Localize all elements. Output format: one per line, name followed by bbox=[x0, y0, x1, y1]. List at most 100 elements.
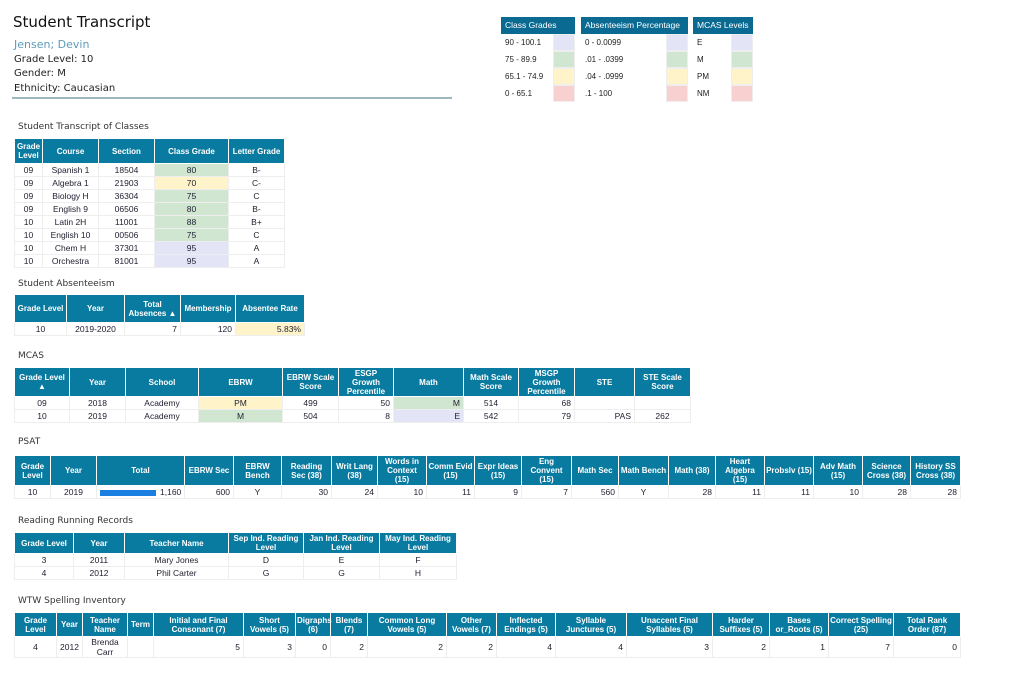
header-row: Grade Level ▲ Year School EBRW EBRW Scale Sc… bbox=[14, 367, 691, 397]
column-header[interactable]: History SS Cross (38) bbox=[910, 455, 961, 486]
column-header[interactable]: Year bbox=[66, 294, 125, 323]
column-header[interactable]: STE bbox=[574, 367, 635, 397]
table-cell: 80 bbox=[154, 202, 229, 216]
column-header[interactable]: Year bbox=[56, 612, 83, 637]
column-header[interactable]: EBRW Scale Score bbox=[282, 367, 339, 397]
column-header[interactable]: EBRW Bench bbox=[233, 455, 282, 486]
table-cell: 3 bbox=[14, 553, 74, 567]
column-header[interactable]: Initial and Final Consonant (7) bbox=[153, 612, 244, 637]
column-header[interactable]: Year bbox=[69, 367, 126, 397]
table-cell: 2018 bbox=[69, 396, 126, 410]
column-header[interactable]: Grade Level bbox=[14, 455, 51, 486]
legend-row: 90 - 100.1 bbox=[501, 34, 575, 51]
absenteeism-table: Grade Level Year Total Absences ▲ Membershi… bbox=[14, 294, 305, 336]
column-header[interactable]: Short Vowels (5) bbox=[243, 612, 296, 637]
column-header[interactable]: Expr Ideas (15) bbox=[474, 455, 522, 486]
table-cell: 10 bbox=[14, 215, 43, 229]
column-header[interactable]: Correct Spelling (25) bbox=[828, 612, 894, 637]
column-header[interactable]: Math Bench bbox=[618, 455, 669, 486]
column-header[interactable]: Math Sec bbox=[571, 455, 619, 486]
column-header[interactable]: EBRW Sec bbox=[184, 455, 234, 486]
column-header[interactable]: MSGP Growth Percentile bbox=[518, 367, 575, 397]
column-header[interactable]: STE Scale Score bbox=[634, 367, 691, 397]
column-header[interactable]: Sep Ind. Reading Level bbox=[228, 532, 304, 554]
legend-swatch bbox=[666, 34, 688, 51]
table-cell: 7 bbox=[521, 485, 572, 499]
table-cell: Brenda Carr bbox=[82, 636, 128, 658]
table-row: 09 Spanish 1 18504 80 B- bbox=[14, 163, 285, 177]
column-header[interactable]: Total Rank Order (87) bbox=[893, 612, 961, 637]
table-cell: 9 bbox=[474, 485, 522, 499]
table-cell: 30 bbox=[281, 485, 332, 499]
legend-swatch bbox=[553, 68, 575, 85]
table-cell: F bbox=[379, 553, 457, 567]
column-header[interactable]: ESGP Growth Percentile bbox=[338, 367, 394, 397]
column-header[interactable]: Reading Sec (38) bbox=[281, 455, 332, 486]
table-cell: 0 bbox=[893, 636, 961, 658]
table-row: 10 Latin 2H 11001 88 B+ bbox=[14, 215, 285, 229]
column-header[interactable]: Class Grade bbox=[154, 138, 229, 164]
table-cell: 10 bbox=[14, 485, 51, 499]
column-header[interactable]: Total Absences ▲ bbox=[124, 294, 181, 323]
column-header[interactable]: Probslv (15) bbox=[764, 455, 814, 486]
table-cell: 09 bbox=[14, 202, 43, 216]
column-header[interactable]: Year bbox=[50, 455, 97, 486]
column-header[interactable]: Harder Suffixes (5) bbox=[712, 612, 770, 637]
column-header[interactable]: Section bbox=[98, 138, 155, 164]
column-header[interactable]: Comm Evid (15) bbox=[426, 455, 475, 486]
legend-label: PM bbox=[697, 72, 709, 81]
column-header[interactable]: Membership bbox=[180, 294, 236, 323]
column-header[interactable]: Digraphs (6) bbox=[295, 612, 332, 637]
column-header[interactable]: Math bbox=[393, 367, 464, 397]
legend-2: MCAS Levels E M PM NM bbox=[693, 17, 753, 102]
table-cell: 09 bbox=[14, 189, 43, 203]
column-header[interactable]: Jan Ind. Reading Level bbox=[303, 532, 380, 554]
mcas-table: Grade Level ▲ Year School EBRW EBRW Scale Sc… bbox=[14, 367, 691, 423]
column-header[interactable]: Syllable Junctures (5) bbox=[555, 612, 627, 637]
table-cell: M bbox=[198, 409, 283, 423]
column-header[interactable]: Total bbox=[96, 455, 185, 486]
column-header[interactable]: Teacher Name bbox=[124, 532, 229, 554]
column-header[interactable]: Heart Algebra (15) bbox=[715, 455, 765, 486]
table-cell: English 9 bbox=[42, 202, 99, 216]
column-header[interactable]: Absentee Rate bbox=[235, 294, 305, 323]
column-header[interactable]: Adv Math (15) bbox=[813, 455, 863, 486]
column-header[interactable]: Grade Level bbox=[14, 294, 67, 323]
column-header[interactable]: Year bbox=[73, 532, 125, 554]
column-header[interactable]: Grade Level ▲ bbox=[14, 367, 70, 397]
column-header[interactable]: Words in Context (15) bbox=[377, 455, 427, 486]
column-header[interactable]: EBRW bbox=[198, 367, 283, 397]
column-header[interactable]: Bases or_Roots (5) bbox=[769, 612, 829, 637]
column-header[interactable]: Blends (7) bbox=[330, 612, 368, 637]
column-header[interactable]: Course bbox=[42, 138, 99, 164]
legend-swatch bbox=[731, 68, 753, 85]
column-header[interactable]: Common Long Vowels (5) bbox=[367, 612, 447, 637]
column-header[interactable]: Teacher Name bbox=[82, 612, 128, 637]
table-cell: B- bbox=[228, 202, 285, 216]
table-cell: Algebra 1 bbox=[42, 176, 99, 190]
column-header[interactable]: Grade Level bbox=[14, 612, 57, 637]
column-header[interactable]: Letter Grade bbox=[228, 138, 285, 164]
legend-label: 75 - 89.9 bbox=[505, 55, 537, 64]
table-cell: 10 bbox=[14, 228, 43, 242]
student-name[interactable]: Jensen; Devin bbox=[14, 38, 90, 51]
column-header[interactable]: Science Cross (38) bbox=[862, 455, 911, 486]
table-cell: B+ bbox=[228, 215, 285, 229]
column-header[interactable]: Unaccent Final Syllables (5) bbox=[626, 612, 713, 637]
column-header[interactable]: Writ Lang (38) bbox=[331, 455, 378, 486]
column-header[interactable]: School bbox=[125, 367, 199, 397]
column-header[interactable]: Term bbox=[127, 612, 154, 637]
wtw-title: WTW Spelling Inventory bbox=[18, 596, 126, 606]
column-header[interactable]: Inflected Endings (5) bbox=[496, 612, 556, 637]
column-header[interactable]: May Ind. Reading Level bbox=[379, 532, 457, 554]
column-header[interactable]: Other Vowels (7) bbox=[446, 612, 497, 637]
legend-label: 0 - 65.1 bbox=[505, 89, 533, 98]
column-header[interactable]: Grade Level bbox=[14, 138, 43, 164]
column-header[interactable]: Math Scale Score bbox=[463, 367, 519, 397]
column-header[interactable]: Grade Level bbox=[14, 532, 74, 554]
table-cell: C bbox=[228, 189, 285, 203]
column-header[interactable]: Math (38) bbox=[668, 455, 716, 486]
column-header[interactable]: Eng Convent (15) bbox=[521, 455, 572, 486]
legend-row: 0 - 65.1 bbox=[501, 85, 575, 102]
table-cell: 542 bbox=[463, 409, 519, 423]
